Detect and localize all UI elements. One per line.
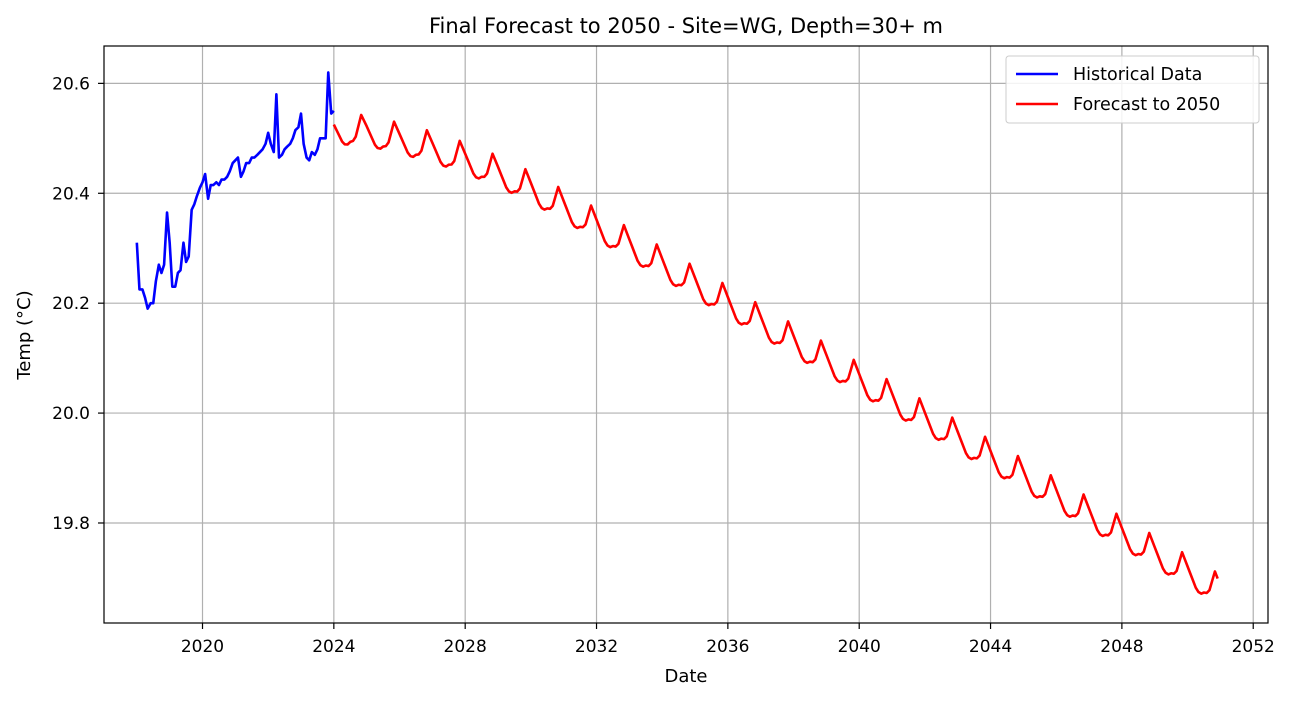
y-tick-label: 20.4 — [52, 184, 90, 204]
x-tick-label: 2020 — [181, 637, 224, 657]
y-tick-label: 19.8 — [52, 514, 90, 534]
chart-title: Final Forecast to 2050 - Site=WG, Depth=… — [429, 14, 943, 38]
series-line-historical — [135, 71, 335, 310]
legend-box — [1005, 55, 1260, 124]
x-tick-label: 2052 — [1232, 637, 1275, 657]
plot-area-frame — [103, 45, 1269, 624]
y-tick-label: 20.0 — [52, 404, 90, 424]
legend-label-forecast: Forecast to 2050 — [1073, 95, 1220, 115]
x-tick-label: 2036 — [706, 637, 749, 657]
legend: Historical Data Forecast to 2050 — [1005, 55, 1260, 124]
x-tick-label: 2048 — [1100, 637, 1143, 657]
plot-series — [135, 71, 1219, 595]
x-tick-label: 2032 — [575, 637, 618, 657]
x-tick-label: 2028 — [444, 637, 487, 657]
x-axis-label: Date — [664, 666, 707, 687]
grid-lines — [104, 46, 1268, 623]
legend-label-historical: Historical Data — [1073, 65, 1202, 85]
axis-ticks: 2020 2024 2028 2032 2036 2040 2044 2048 2052 19.8… — [52, 74, 1275, 657]
y-tick-label: 20.6 — [52, 74, 90, 94]
x-tick-label: 2024 — [312, 637, 355, 657]
series-line-forecast — [332, 113, 1219, 595]
y-axis-label: Temp (°C) — [14, 290, 35, 380]
x-tick-label: 2040 — [838, 637, 881, 657]
x-tick-label: 2044 — [969, 637, 1012, 657]
y-tick-label: 20.2 — [52, 294, 90, 314]
